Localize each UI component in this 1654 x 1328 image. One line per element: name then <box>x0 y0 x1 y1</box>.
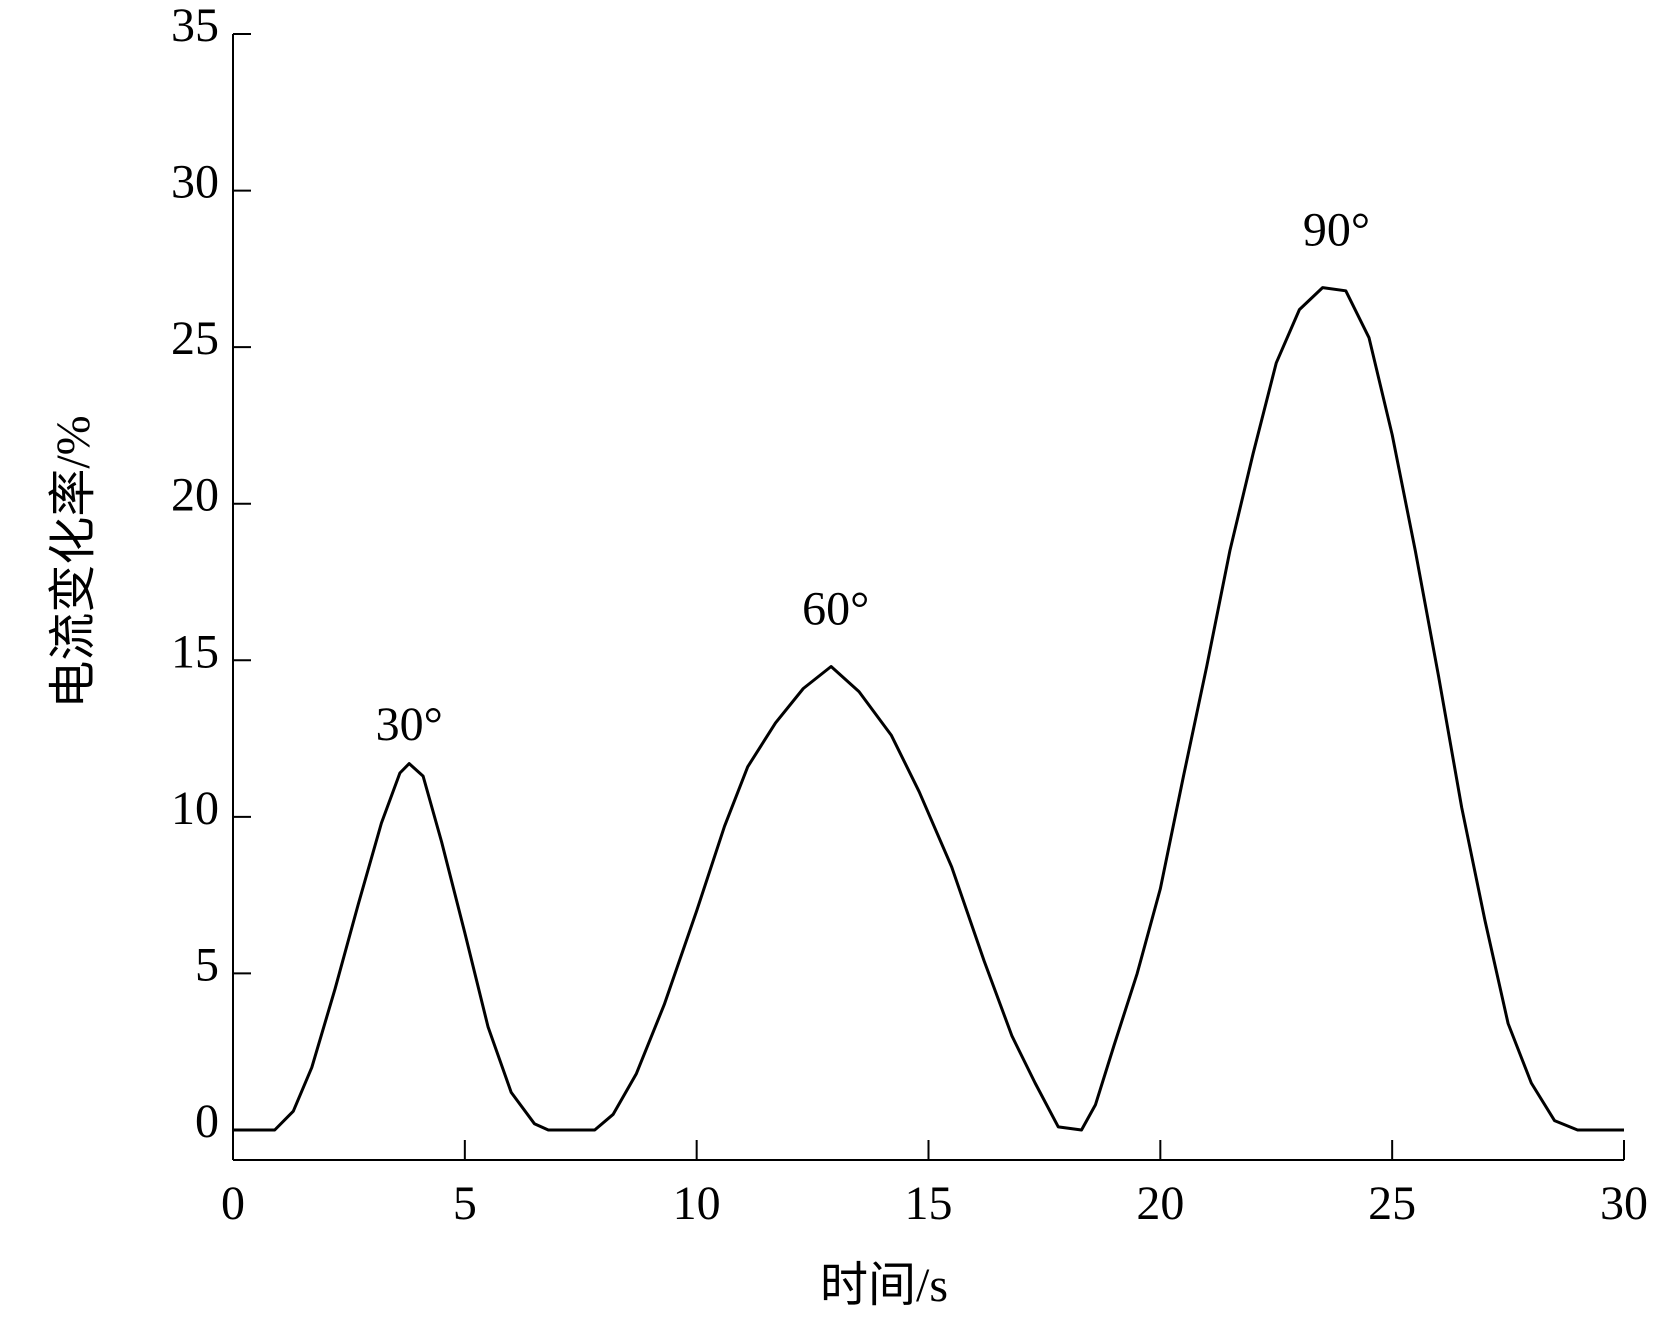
y-tick-label: 10 <box>171 782 219 835</box>
x-tick-label: 5 <box>453 1177 477 1230</box>
x-tick-label: 15 <box>905 1177 953 1230</box>
annotation: 60° <box>802 582 869 635</box>
y-tick-label: 5 <box>195 938 219 991</box>
x-tick-label: 25 <box>1368 1177 1416 1230</box>
y-tick-label: 20 <box>171 469 219 522</box>
annotation: 30° <box>376 698 443 751</box>
y-tick-label: 35 <box>171 0 219 52</box>
y-axis-label: 电流变化率/% <box>47 415 100 708</box>
x-tick-label: 30 <box>1600 1177 1648 1230</box>
data-line <box>233 286 1624 1132</box>
annotation: 90° <box>1303 203 1370 256</box>
x-tick-label: 0 <box>221 1177 245 1230</box>
y-tick-label: 15 <box>171 625 219 678</box>
x-tick-label: 20 <box>1136 1177 1184 1230</box>
y-tick-label: 30 <box>171 156 219 209</box>
y-tick-label: 0 <box>195 1095 219 1148</box>
x-axis-label: 时间/s <box>820 1259 948 1312</box>
y-tick-label: 25 <box>171 312 219 365</box>
x-tick-label: 10 <box>673 1177 721 1230</box>
